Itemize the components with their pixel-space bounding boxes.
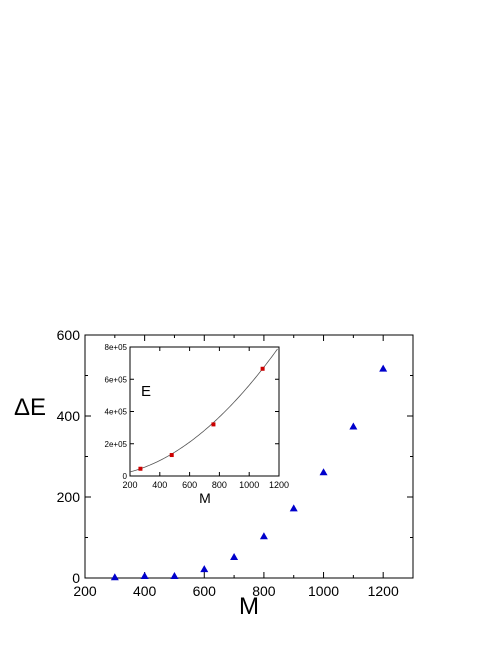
inset-data-point — [211, 422, 216, 427]
main-y-axis-title: ΔE — [14, 394, 46, 421]
main-data-point — [289, 504, 298, 512]
main-data-point — [319, 468, 328, 476]
main-y-tick-label: 400 — [57, 408, 81, 424]
inset-x-tick-label: 200 — [122, 480, 137, 490]
main-x-tick-label: 1000 — [308, 583, 339, 599]
main-data-point — [349, 422, 358, 430]
main-data-point — [259, 532, 268, 540]
inset-x-tick-label: 1200 — [269, 480, 289, 490]
main-x-tick-label: 1200 — [368, 583, 399, 599]
main-x-tick-label: 400 — [133, 583, 157, 599]
main-y-tick-label: 600 — [57, 327, 81, 343]
main-data-point — [200, 565, 209, 573]
main-data-point — [140, 571, 149, 579]
main-x-tick-label: 600 — [193, 583, 217, 599]
inset-y-tick-label: 0 — [123, 472, 128, 481]
inset-data-point — [138, 466, 143, 471]
inset-x-axis-title: M — [199, 490, 211, 506]
main-x-tick-label: 800 — [252, 583, 276, 599]
inset-x-tick-label: 800 — [212, 480, 227, 490]
inset-x-tick-label: 600 — [182, 480, 197, 490]
inset-y-tick-label: 6e+05 — [105, 375, 128, 384]
inset-x-tick-label: 400 — [152, 480, 167, 490]
main-x-axis-title: M — [239, 593, 259, 620]
inset-ticks: 200 400 600 800 1000 1200 0 2e+05 4e+05 6e+05 8e+0… — [105, 343, 289, 490]
inset-y-tick-label: 8e+05 — [105, 343, 128, 352]
inset-plot-frame — [129, 346, 280, 477]
inset-data-point — [260, 366, 265, 371]
inset-points — [138, 366, 265, 471]
main-x-tick-label: 200 — [73, 583, 97, 599]
main-data-point — [230, 552, 239, 560]
main-data-point — [110, 573, 119, 581]
inset-y-tick-label: 2e+05 — [105, 440, 128, 449]
main-data-point — [170, 571, 179, 579]
main-points — [110, 364, 388, 581]
inset-x-tick-label: 1000 — [239, 480, 259, 490]
inset-data-point — [169, 453, 174, 458]
inset-y-axis-title: E — [141, 383, 151, 400]
inset-fit-curve — [129, 348, 278, 473]
main-y-tick-label: 0 — [72, 570, 80, 586]
inset-y-tick-label: 4e+05 — [105, 408, 128, 417]
main-data-point — [379, 364, 388, 372]
main-y-tick-label: 200 — [57, 489, 81, 505]
